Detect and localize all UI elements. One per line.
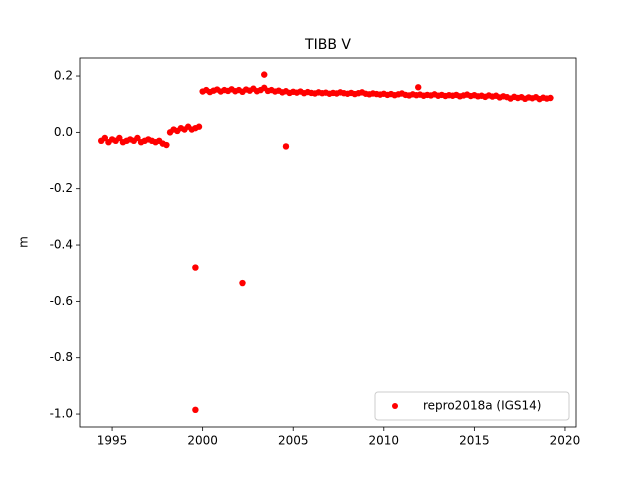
y-tick-label: -0.8 xyxy=(50,350,73,364)
x-tick-label: 2020 xyxy=(550,434,581,448)
y-tick-label: -0.2 xyxy=(50,181,73,195)
x-tick-label: 1995 xyxy=(97,434,128,448)
x-tick-label: 2005 xyxy=(278,434,309,448)
legend-label: repro2018a (IGS14) xyxy=(423,399,541,413)
y-tick-label: 0.2 xyxy=(54,69,73,83)
point xyxy=(239,279,246,287)
y-tick-label: -1.0 xyxy=(50,407,73,421)
point xyxy=(195,123,203,130)
y-tick-label: -0.6 xyxy=(50,294,73,308)
point xyxy=(415,84,422,91)
y-axis-label: m xyxy=(17,236,31,248)
y-tick-label: -0.4 xyxy=(50,238,73,252)
x-tick-label: 2015 xyxy=(459,434,490,448)
point xyxy=(282,143,290,150)
point xyxy=(547,94,554,102)
point xyxy=(163,141,170,149)
point xyxy=(116,134,123,142)
plot-frame xyxy=(79,57,577,428)
x-tick-label: 2010 xyxy=(369,434,400,448)
point xyxy=(192,406,199,414)
x-tick-label: 2000 xyxy=(187,434,218,448)
chart-title: TIBB V xyxy=(304,37,351,53)
legend-box xyxy=(374,391,570,421)
y-tick-label: 0.0 xyxy=(54,125,73,139)
point xyxy=(101,134,109,142)
point xyxy=(261,71,268,78)
legend-marker xyxy=(392,403,398,409)
point xyxy=(192,264,199,271)
point xyxy=(134,134,141,142)
